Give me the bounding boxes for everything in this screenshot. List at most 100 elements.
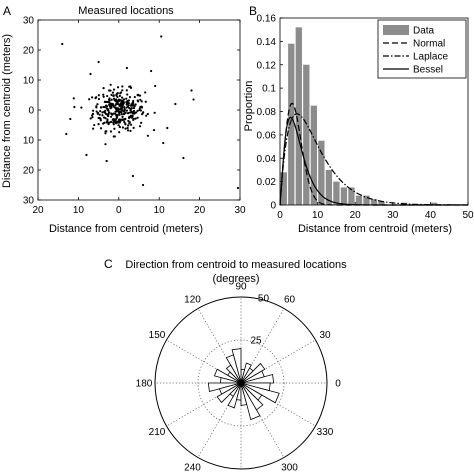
scatter-point: [109, 89, 112, 92]
scatter-point: [115, 94, 118, 97]
scatter-point: [130, 106, 133, 110]
scatter-y-tick-label: 0: [28, 106, 34, 117]
scatter-point: [104, 132, 107, 135]
scatter-point: [102, 86, 105, 90]
histogram-y-tick-label: 0.14: [257, 37, 277, 48]
scatter-point: [141, 112, 144, 115]
polar-center: [239, 381, 243, 385]
scatter-point: [102, 116, 106, 119]
polar-angle-label: 300: [281, 463, 298, 474]
scatter-point: [95, 96, 98, 99]
scatter-point: [135, 111, 138, 114]
scatter-point: [117, 108, 120, 112]
scatter-point: [118, 94, 121, 97]
scatter-point: [101, 114, 104, 117]
panel-label-b: B: [249, 4, 257, 18]
panel-a-scatter: A Measured locations Distance from centr…: [1, 4, 246, 235]
scatter-point: [100, 106, 103, 109]
scatter-point: [96, 103, 99, 106]
polar-plot-area: 25500306090120150180210240270300330: [136, 282, 342, 474]
scatter-x-tick-label: 30: [234, 205, 246, 216]
scatter-point: [126, 100, 129, 103]
polar-angle-label: 240: [184, 463, 201, 474]
histogram-y-axis-label: Proportion: [243, 81, 255, 132]
scatter-x-tick-label: 20: [194, 205, 206, 216]
scatter-point: [125, 97, 128, 100]
scatter-point: [131, 114, 134, 117]
scatter-y-tick-label: 20: [23, 46, 35, 57]
scatter-point: [145, 114, 148, 117]
scatter-point: [162, 141, 165, 145]
scatter-point: [118, 103, 121, 107]
scatter-point: [174, 102, 177, 106]
panel-b-histogram: B Distance from centroid (meters) Propor…: [243, 4, 474, 235]
scatter-point: [140, 100, 143, 103]
scatter-y-tick-label: 10: [23, 136, 35, 147]
panel-label-a: A: [3, 4, 11, 18]
scatter-point: [131, 104, 135, 107]
histogram-bar: [355, 195, 363, 205]
histogram-bar: [310, 105, 317, 205]
histogram-x-tick-label: 40: [425, 210, 437, 221]
scatter-point: [144, 100, 147, 103]
scatter-point: [124, 127, 127, 130]
scatter-point: [116, 114, 119, 117]
scatter-point: [124, 122, 127, 125]
scatter-point: [99, 110, 102, 113]
histogram-y-tick-label: 0.06: [257, 130, 277, 141]
scatter-point: [110, 102, 113, 105]
scatter-point: [129, 114, 133, 117]
histogram-bar: [280, 172, 287, 205]
legend-label-normal: Normal: [413, 39, 445, 50]
scatter-point: [118, 110, 122, 113]
scatter-point: [132, 106, 136, 110]
scatter-point: [118, 125, 121, 129]
histogram-bar: [340, 187, 348, 205]
polar-angle-label: 330: [317, 427, 334, 438]
scatter-point: [120, 101, 123, 105]
histogram-x-axis-label: Distance from centroid (meters): [298, 223, 452, 235]
scatter-point: [114, 122, 118, 125]
histogram-x-tick-label: 50: [462, 210, 474, 221]
scatter-point: [131, 174, 135, 178]
scatter-point: [128, 107, 131, 110]
histogram-bar: [318, 140, 325, 205]
scatter-point: [138, 125, 142, 128]
scatter-point: [108, 121, 111, 124]
scatter-point: [117, 124, 120, 127]
histogram-bar: [431, 202, 438, 205]
legend-swatch-data: [383, 25, 409, 35]
scatter-point: [121, 115, 124, 118]
scatter-point: [132, 117, 135, 120]
scatter-point: [129, 86, 133, 89]
scatter-x-tick-label: 10: [154, 205, 166, 216]
scatter-point: [112, 123, 115, 126]
scatter-point: [95, 105, 98, 108]
histogram-bar: [370, 199, 378, 205]
scatter-point: [85, 153, 88, 157]
scatter-point: [153, 111, 156, 114]
polar-angle-label: 30: [319, 330, 331, 341]
scatter-point: [118, 113, 121, 116]
scatter-point: [110, 98, 113, 101]
polar-title-line2: (degrees): [212, 273, 259, 285]
scatter-point: [129, 104, 133, 107]
scatter-point: [136, 116, 139, 119]
scatter-point: [98, 113, 101, 116]
scatter-point: [126, 126, 129, 130]
scatter-point: [103, 121, 106, 124]
scatter-point: [122, 100, 125, 103]
scatter-point: [141, 183, 145, 187]
scatter-point: [102, 95, 105, 98]
histogram-bar: [325, 169, 333, 205]
histogram-legend: Data Normal Laplace Bessel: [377, 19, 467, 79]
scatter-point: [106, 118, 109, 121]
scatter-point: [104, 100, 107, 103]
scatter-point: [96, 111, 100, 114]
scatter-point: [123, 108, 126, 112]
histogram-x-tick-label: 10: [312, 210, 324, 221]
scatter-point: [102, 93, 105, 96]
histogram-x-tick-label: 30: [387, 210, 399, 221]
scatter-point: [129, 108, 132, 112]
